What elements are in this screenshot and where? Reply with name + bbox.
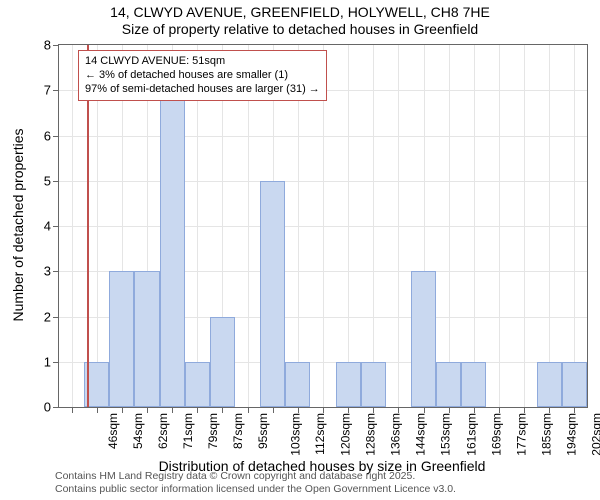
x-tick-label: 169sqm	[489, 413, 503, 456]
gridline-v	[524, 45, 525, 407]
y-tick-label: 7	[44, 83, 51, 98]
bar	[134, 271, 159, 407]
y-tick-label: 5	[44, 173, 51, 188]
x-tick-label: 161sqm	[464, 413, 478, 456]
bar	[260, 181, 285, 407]
x-tick-label: 120sqm	[339, 413, 353, 456]
x-tick	[524, 407, 525, 413]
y-tick	[53, 226, 59, 227]
x-tick-label: 103sqm	[288, 413, 302, 456]
x-tick-label: 136sqm	[389, 413, 403, 456]
x-tick	[197, 407, 198, 413]
x-tick-label: 144sqm	[414, 413, 428, 456]
chart-title-line2: Size of property relative to detached ho…	[0, 21, 600, 38]
gridline-v	[373, 45, 374, 407]
x-tick-label: 71sqm	[181, 413, 195, 449]
bar	[361, 362, 386, 407]
x-tick-label: 95sqm	[256, 413, 270, 449]
x-tick	[172, 407, 173, 413]
x-tick-label: 177sqm	[515, 413, 529, 456]
gridline-v	[499, 45, 500, 407]
x-tick-label: 87sqm	[231, 413, 245, 449]
x-tick	[373, 407, 374, 413]
x-tick	[72, 407, 73, 413]
x-tick-label: 185sqm	[540, 413, 554, 456]
y-tick	[53, 271, 59, 272]
x-tick-label: 112sqm	[313, 413, 327, 455]
bar	[210, 317, 235, 408]
y-tick	[53, 90, 59, 91]
x-tick	[474, 407, 475, 413]
bar	[336, 362, 361, 407]
y-tick-label: 4	[44, 219, 51, 234]
y-tick	[53, 317, 59, 318]
annotation-line-2: ← 3% of detached houses are smaller (1)	[85, 69, 320, 83]
annotation-line-1: 14 CLWYD AVENUE: 51sqm	[85, 55, 320, 69]
x-tick-label: 62sqm	[156, 413, 170, 449]
bar	[160, 90, 185, 407]
gridline-v	[474, 45, 475, 407]
x-tick	[97, 407, 98, 413]
x-tick	[424, 407, 425, 413]
x-tick-label: 153sqm	[439, 413, 453, 456]
x-tick-label: 79sqm	[206, 413, 220, 449]
y-tick	[53, 407, 59, 408]
y-tick-label: 8	[44, 38, 51, 53]
x-tick	[398, 407, 399, 413]
annotation-line-3: 97% of semi-detached houses are larger (…	[85, 83, 320, 97]
x-tick-label: 46sqm	[106, 413, 120, 449]
x-tick	[499, 407, 500, 413]
bar	[461, 362, 486, 407]
y-axis-title: Number of detached properties	[10, 129, 26, 322]
chart-root: 14, CLWYD AVENUE, GREENFIELD, HOLYWELL, …	[0, 0, 600, 500]
y-tick-label: 0	[44, 400, 51, 415]
x-tick	[273, 407, 274, 413]
bar	[436, 362, 461, 407]
bar	[537, 362, 562, 407]
x-tick	[222, 407, 223, 413]
footnote-line-2: Contains public sector information licen…	[55, 483, 456, 496]
x-tick-label: 194sqm	[565, 413, 579, 456]
x-tick	[122, 407, 123, 413]
x-tick	[549, 407, 550, 413]
annotation-box: 14 CLWYD AVENUE: 51sqm ← 3% of detached …	[78, 50, 327, 101]
footnote: Contains HM Land Registry data © Crown c…	[55, 470, 456, 496]
y-tick	[53, 181, 59, 182]
x-tick	[248, 407, 249, 413]
x-tick	[449, 407, 450, 413]
gridline-v	[449, 45, 450, 407]
x-tick	[147, 407, 148, 413]
y-tick-label: 1	[44, 354, 51, 369]
x-tick-label: 54sqm	[131, 413, 145, 449]
bar	[109, 271, 134, 407]
bar	[285, 362, 310, 407]
chart-title-line1: 14, CLWYD AVENUE, GREENFIELD, HOLYWELL, …	[0, 4, 600, 21]
gridline-v	[574, 45, 575, 407]
y-tick-label: 3	[44, 264, 51, 279]
x-tick	[298, 407, 299, 413]
y-tick-label: 6	[44, 128, 51, 143]
x-tick	[323, 407, 324, 413]
bar	[562, 362, 587, 407]
x-tick-label: 128sqm	[364, 413, 378, 456]
gridline-v	[348, 45, 349, 407]
y-tick	[53, 45, 59, 46]
gridline-v	[549, 45, 550, 407]
y-tick	[53, 136, 59, 137]
bar	[185, 362, 210, 407]
x-tick-label: 202sqm	[590, 413, 600, 456]
footnote-line-1: Contains HM Land Registry data © Crown c…	[55, 470, 456, 483]
y-tick	[53, 362, 59, 363]
bar	[411, 271, 436, 407]
gridline-v	[398, 45, 399, 407]
y-tick-label: 2	[44, 309, 51, 324]
x-tick	[348, 407, 349, 413]
gridline-v	[72, 45, 73, 407]
x-tick	[574, 407, 575, 413]
chart-title-block: 14, CLWYD AVENUE, GREENFIELD, HOLYWELL, …	[0, 0, 600, 38]
